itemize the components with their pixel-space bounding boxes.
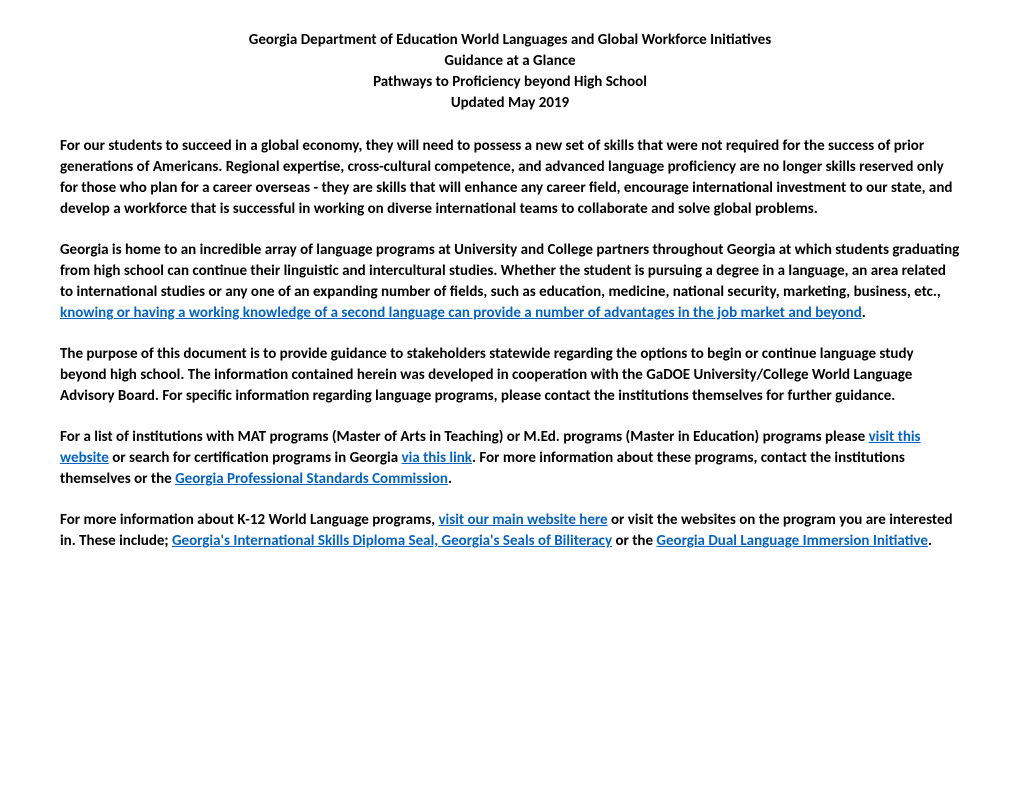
paragraph-5-text-1: For more information about K-12 World La… — [60, 511, 438, 529]
georgia-skills-seal-link[interactable]: Georgia's International Skills Diploma S… — [172, 532, 612, 550]
paragraph-2-text-1: Georgia is home to an incredible array o… — [60, 241, 959, 301]
paragraph-3: The purpose of this document is to provi… — [60, 344, 960, 407]
georgia-professional-standards-link[interactable]: Georgia Professional Standards Commissio… — [175, 470, 448, 488]
header-title-2: Guidance at a Glance — [60, 51, 960, 72]
main-website-link[interactable]: visit our main website here — [438, 511, 607, 529]
dual-language-immersion-link[interactable]: Georgia Dual Language Immersion Initiati… — [656, 532, 928, 550]
paragraph-5: For more information about K-12 World La… — [60, 510, 960, 552]
document-header: Georgia Department of Education World La… — [60, 30, 960, 114]
paragraph-4-text-2: or search for certification programs in … — [109, 449, 402, 467]
paragraph-2: Georgia is home to an incredible array o… — [60, 240, 960, 324]
paragraph-5-text-3: or the — [612, 532, 656, 550]
paragraph-5-text-4: . — [928, 532, 932, 550]
paragraph-1: For our students to succeed in a global … — [60, 136, 960, 220]
knowledge-advantages-link[interactable]: knowing or having a working knowledge of… — [60, 304, 862, 322]
paragraph-4-text-4: . — [448, 470, 452, 488]
paragraph-1-text: For our students to succeed in a global … — [60, 137, 952, 218]
paragraph-4-text-1: For a list of institutions with MAT prog… — [60, 428, 869, 446]
header-title-3: Pathways to Proficiency beyond High Scho… — [60, 72, 960, 93]
header-title-4: Updated May 2019 — [60, 93, 960, 114]
via-this-link[interactable]: via this link — [402, 449, 473, 467]
paragraph-2-text-2: . — [862, 304, 866, 322]
paragraph-4: For a list of institutions with MAT prog… — [60, 427, 960, 490]
paragraph-3-text: The purpose of this document is to provi… — [60, 345, 914, 405]
header-title-1: Georgia Department of Education World La… — [60, 30, 960, 51]
